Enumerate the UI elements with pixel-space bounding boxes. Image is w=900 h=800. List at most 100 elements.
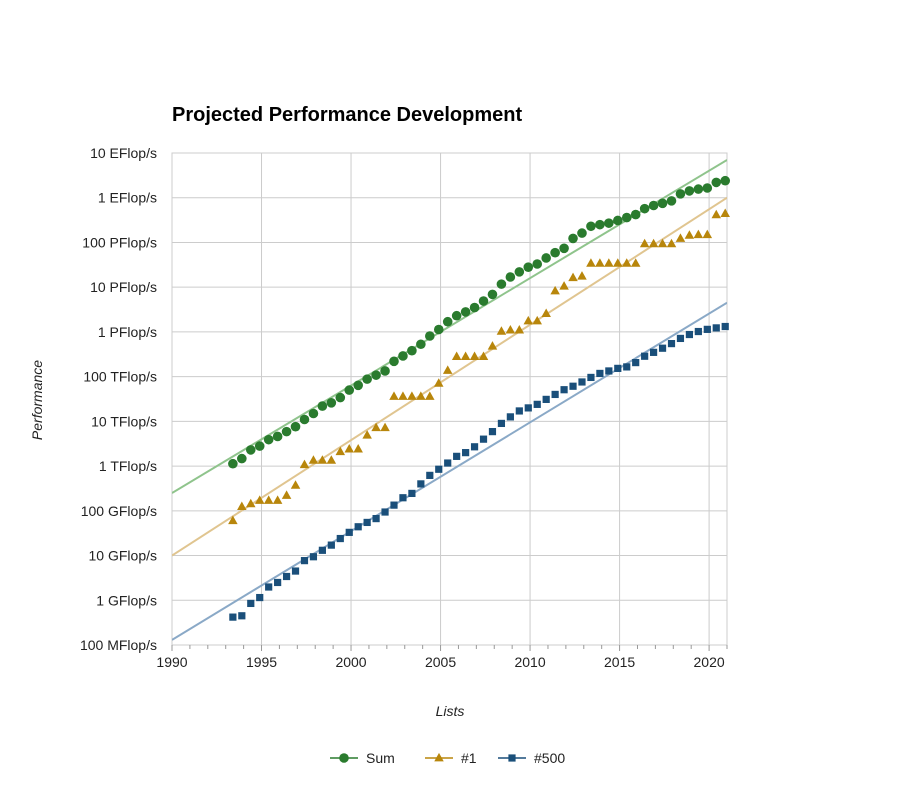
- data-point-square: [300, 557, 309, 565]
- x-tick-label: 2015: [604, 654, 635, 670]
- y-tick-label: 10 PFlop/s: [90, 279, 157, 295]
- plot-frame: [171, 152, 728, 646]
- legend-marker-square: [508, 754, 516, 762]
- data-point-circle: [469, 302, 480, 313]
- data-point-circle: [237, 453, 247, 464]
- data-point-square: [282, 572, 291, 581]
- data-point-triangle: [711, 209, 722, 219]
- data-point-square: [488, 428, 497, 436]
- data-point-square: [667, 339, 676, 348]
- data-point-square: [444, 459, 452, 467]
- data-point-circle: [389, 356, 399, 367]
- data-point-circle: [595, 219, 605, 230]
- data-point-circle: [263, 434, 274, 445]
- data-point-square: [426, 471, 434, 479]
- data-point-triangle: [702, 229, 713, 239]
- y-tick-label: 10 TFlop/s: [91, 413, 157, 429]
- data-point-triangle: [326, 455, 337, 464]
- legend-label: #1: [461, 750, 477, 766]
- data-point-triangle: [720, 208, 730, 217]
- data-point-circle: [353, 380, 363, 391]
- data-point-triangle: [613, 258, 623, 267]
- data-point-triangle: [308, 455, 319, 464]
- data-point-square: [569, 382, 577, 390]
- data-point-triangle: [254, 495, 265, 504]
- data-point-triangle: [684, 230, 695, 239]
- data-point-triangle: [621, 258, 632, 267]
- data-point-triangle: [362, 430, 372, 439]
- data-point-circle: [648, 200, 659, 211]
- data-point-circle: [371, 370, 381, 380]
- y-tick-label: 1 GFlop/s: [96, 592, 157, 608]
- data-point-square: [560, 386, 568, 394]
- data-point-square: [256, 593, 264, 602]
- data-point-circle: [550, 247, 560, 258]
- data-point-triangle: [281, 490, 292, 499]
- data-point-triangle: [425, 391, 435, 400]
- data-point-circle: [577, 228, 587, 238]
- data-point-circle: [460, 307, 471, 317]
- data-point-triangle: [371, 422, 381, 432]
- data-point-square: [408, 489, 416, 498]
- data-point-triangle: [514, 324, 525, 334]
- data-point-circle: [433, 324, 444, 335]
- data-point-square: [506, 413, 514, 421]
- data-point-circle: [299, 414, 310, 425]
- data-point-triangle: [469, 351, 480, 361]
- data-point-square: [372, 514, 380, 523]
- data-point-triangle: [648, 238, 659, 248]
- data-point-square: [524, 404, 532, 412]
- data-point-square: [694, 327, 702, 336]
- data-point-circle: [326, 398, 337, 408]
- data-point-circle: [505, 272, 516, 282]
- data-point-square: [462, 449, 470, 457]
- data-point-circle: [335, 392, 346, 403]
- data-point-square: [247, 599, 255, 608]
- data-point-triangle: [666, 238, 677, 248]
- data-point-square: [676, 334, 685, 343]
- legend-label: #500: [534, 750, 565, 766]
- legend-marker-circle: [339, 753, 349, 763]
- data-point-triangle: [639, 238, 650, 248]
- data-point-square: [623, 363, 631, 371]
- data-point-square: [641, 352, 649, 360]
- legend-marker-triangle: [434, 752, 444, 762]
- y-tick-label: 100 GFlop/s: [81, 503, 157, 519]
- data-point-circle: [442, 316, 453, 327]
- data-point-square: [336, 534, 344, 543]
- data-point-triangle: [541, 308, 551, 317]
- data-point-circle: [380, 366, 390, 376]
- data-point-square: [327, 541, 335, 549]
- data-points: [228, 175, 731, 621]
- data-point-triangle: [568, 272, 578, 282]
- x-tick-label: 1990: [156, 654, 187, 670]
- data-point-square: [515, 407, 523, 415]
- x-tick-label: 2000: [335, 654, 366, 670]
- data-point-square: [578, 378, 586, 386]
- data-point-triangle: [577, 271, 587, 280]
- data-point-square: [363, 518, 371, 527]
- data-point-square: [435, 465, 443, 473]
- data-point-triangle: [657, 238, 668, 248]
- data-point-circle: [451, 310, 462, 321]
- data-point-triangle: [407, 391, 417, 400]
- data-point-triangle: [246, 498, 256, 508]
- data-point-square: [238, 612, 246, 620]
- data-point-circle: [693, 184, 704, 194]
- data-point-triangle: [630, 258, 641, 267]
- data-point-circle: [684, 186, 695, 196]
- data-point-circle: [290, 421, 301, 432]
- data-point-triangle: [299, 459, 310, 469]
- data-point-triangle: [389, 391, 399, 400]
- data-point-square: [265, 583, 273, 591]
- data-point-triangle: [344, 443, 354, 453]
- data-point-triangle: [290, 480, 301, 489]
- data-point-circle: [254, 441, 265, 451]
- data-point-circle: [621, 212, 632, 223]
- trend-line-triangle: [172, 196, 727, 557]
- data-point-circle: [308, 408, 319, 419]
- data-point-triangle: [398, 391, 408, 400]
- data-point-triangle: [442, 365, 453, 374]
- data-point-triangle: [478, 351, 489, 361]
- data-point-square: [345, 528, 353, 536]
